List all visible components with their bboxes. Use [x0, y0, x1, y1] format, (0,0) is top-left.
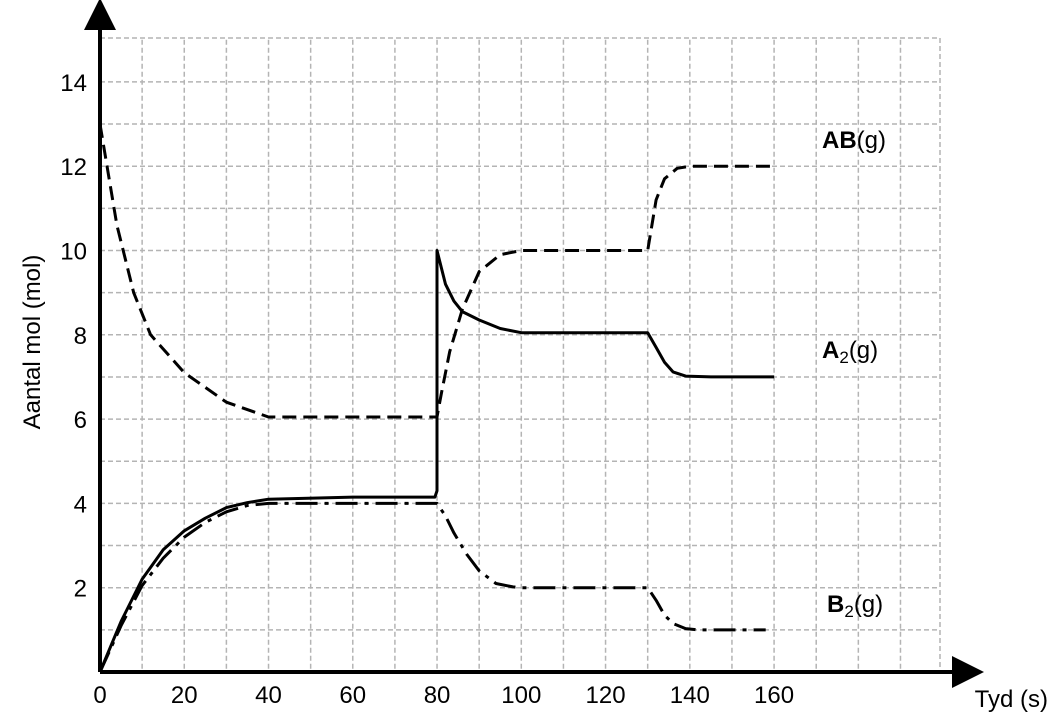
- x-tick-label: 80: [424, 682, 451, 709]
- x-tick-label: 100: [501, 682, 541, 709]
- y-tick-label: 12: [60, 154, 87, 181]
- x-axis-title: Tyd (s): [975, 686, 1048, 713]
- x-tick-label: 20: [171, 682, 198, 709]
- x-tick-label: 120: [586, 682, 626, 709]
- axes: [84, 0, 984, 688]
- y-axis-title: Aantal mol (mol): [19, 255, 46, 430]
- series-lines: [98, 123, 775, 673]
- series-line-ab: [98, 123, 775, 419]
- y-tick-labels: 2 4 6 8 10 12 14: [60, 70, 87, 603]
- y-tick-label: 10: [60, 239, 87, 266]
- x-tick-label: 160: [754, 682, 794, 709]
- x-tick-labels: 0 20 40 60 80 100 120 140 160: [93, 682, 794, 709]
- y-tick-label: 4: [74, 491, 87, 518]
- x-tick-label: 0: [93, 682, 106, 709]
- y-tick-label: 2: [74, 576, 87, 603]
- series-label: A2(g): [822, 337, 878, 367]
- x-tick-label: 60: [339, 682, 366, 709]
- y-tick-label: 8: [74, 323, 87, 350]
- series-labels: AB(g) A2(g) B2(g): [822, 127, 886, 621]
- series-line-a2: [98, 249, 775, 673]
- series-label: B2(g): [827, 591, 883, 621]
- y-tick-label: 6: [74, 407, 87, 434]
- y-tick-label: 14: [60, 70, 87, 97]
- series-line-b2: [98, 501, 766, 673]
- x-tick-label: 140: [670, 682, 710, 709]
- series-label: AB(g): [822, 127, 886, 154]
- grid: [100, 37, 941, 672]
- x-tick-label: 40: [255, 682, 282, 709]
